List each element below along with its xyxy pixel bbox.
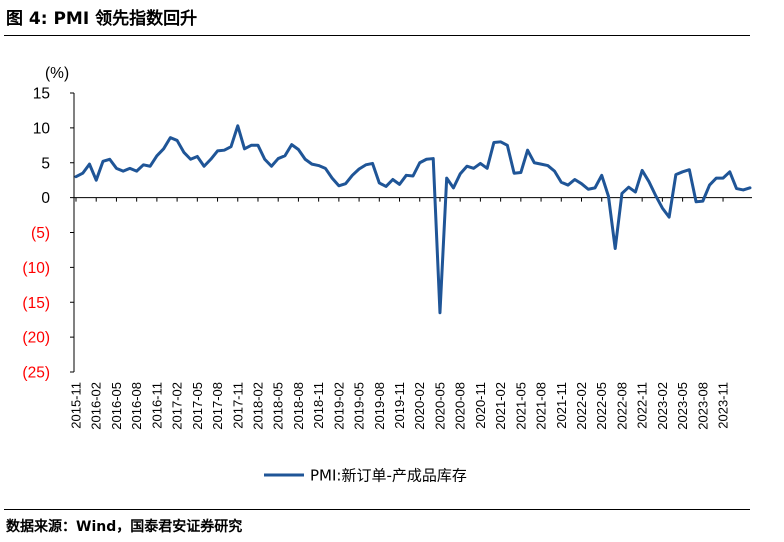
legend-label: PMI:新订单-产成品库存 xyxy=(310,467,467,485)
x-tick-label: 2019-05 xyxy=(352,382,367,430)
x-tick-label: 2018-11 xyxy=(311,382,326,429)
x-tick-label: 2017-08 xyxy=(210,382,225,430)
x-tick-label: 2018-05 xyxy=(271,382,286,430)
y-tick-label: 0 xyxy=(41,190,50,207)
x-tick-label: 2021-02 xyxy=(493,382,508,430)
x-tick-label: 2022-02 xyxy=(574,382,589,430)
x-tick-label: 2020-08 xyxy=(453,382,468,430)
series-line-pmi xyxy=(74,124,752,315)
y-axis-unit-label: (%) xyxy=(45,65,69,82)
x-tick-label: 2018-08 xyxy=(291,382,306,430)
x-tick-label: 2023-02 xyxy=(655,382,670,430)
top-rule xyxy=(4,35,750,36)
x-tick-label: 2023-05 xyxy=(675,382,690,430)
y-tick-label: (25) xyxy=(22,365,50,382)
x-tick-label: 2019-02 xyxy=(331,382,346,430)
x-tick-label: 2016-11 xyxy=(149,382,164,429)
x-tick-label: 2016-05 xyxy=(109,382,124,430)
y-tick-label: (10) xyxy=(22,260,50,277)
x-tick-label: 2017-11 xyxy=(230,382,245,429)
x-tick-label: 2022-11 xyxy=(635,382,650,429)
x-tick-label: 2017-05 xyxy=(190,382,205,430)
legend: PMI:新订单-产成品库存 xyxy=(264,467,467,485)
source-note: 数据来源：Wind，国泰君安证券研究 xyxy=(6,519,243,535)
x-tick-label: 2020-11 xyxy=(473,382,488,429)
x-tick-label: 2015-11 xyxy=(69,382,84,429)
x-tick-label: 2023-08 xyxy=(695,382,710,430)
x-tick-label: 2016-08 xyxy=(129,382,144,430)
x-tick-label: 2016-02 xyxy=(89,382,104,430)
x-tick-label: 2022-08 xyxy=(614,382,629,430)
figure-title: 图 4: PMI 领先指数回升 xyxy=(6,9,198,29)
y-tick-label: (15) xyxy=(22,295,50,312)
plot-area xyxy=(74,124,752,315)
bottom-rule xyxy=(4,509,750,510)
x-tick-label: 2020-02 xyxy=(412,382,427,430)
x-tick-label: 2022-05 xyxy=(594,382,609,430)
x-tick-label: 2019-11 xyxy=(392,382,407,429)
y-axis-ticks: 15 10 5 0 (5) (10) (15) (20) (25) xyxy=(22,86,74,382)
y-tick-label: 15 xyxy=(33,86,50,103)
x-tick-label: 2021-08 xyxy=(534,382,549,430)
y-tick-label: (5) xyxy=(31,225,50,242)
x-tick-label: 2017-02 xyxy=(170,382,185,430)
y-tick-label: 5 xyxy=(41,155,50,172)
x-tick-label: 2019-08 xyxy=(372,382,387,430)
x-tick-label: 2023-11 xyxy=(716,382,731,429)
x-axis-ticks: 2015-11 2016-02 2016-05 2016-08 2016-11 2017-… xyxy=(69,197,731,430)
x-tick-label: 2018-02 xyxy=(250,382,265,430)
x-tick-label: 2020-05 xyxy=(432,382,447,430)
x-tick-label: 2021-11 xyxy=(554,382,569,429)
y-tick-label: 10 xyxy=(33,120,51,137)
y-tick-label: (20) xyxy=(22,330,50,347)
x-tick-label: 2021-05 xyxy=(513,382,528,430)
